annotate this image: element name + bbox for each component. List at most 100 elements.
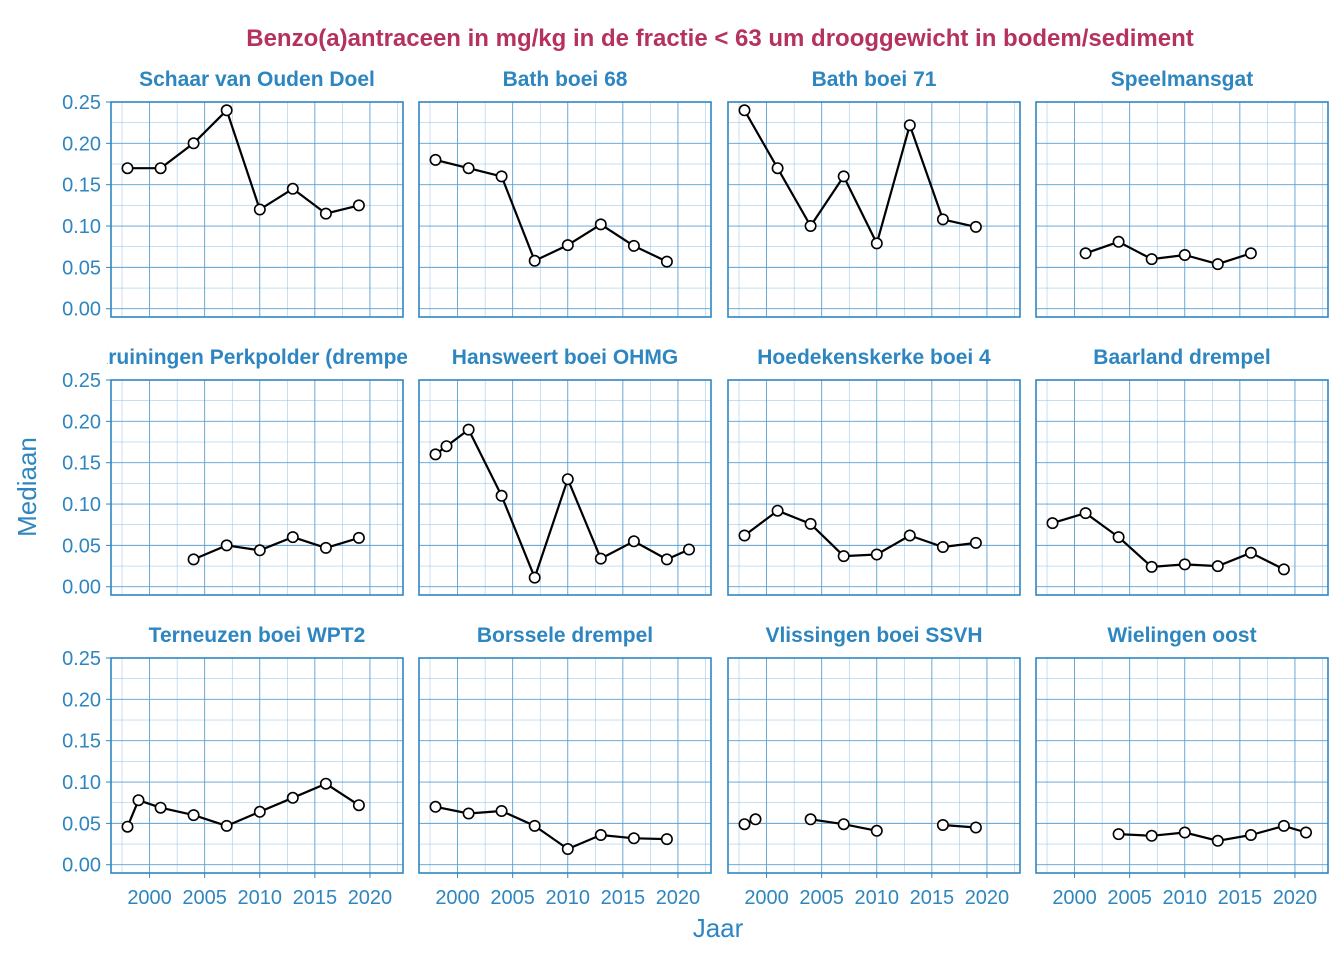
panel-title: Bath boei 71	[812, 68, 937, 91]
y-tick-label: 0.05	[62, 257, 101, 279]
series-group	[1046, 507, 1290, 576]
data-point	[495, 489, 508, 502]
data-point	[771, 162, 784, 175]
x-tick-label: 2020	[965, 887, 1010, 909]
data-point	[594, 218, 607, 231]
data-point	[187, 553, 200, 566]
data-point	[870, 237, 883, 250]
y-tick-label: 0.15	[62, 175, 101, 197]
data-point	[220, 819, 233, 832]
y-tick-label: 0.25	[62, 648, 101, 670]
data-point	[969, 821, 982, 834]
series-group	[121, 777, 365, 833]
y-tick-label: 0.15	[62, 453, 101, 475]
data-point	[749, 813, 762, 826]
data-point	[627, 535, 640, 548]
panel-title: Kruiningen Perkpolder (drempel)	[93, 346, 421, 369]
data-point	[1244, 247, 1257, 260]
data-point	[286, 531, 299, 544]
panel-frame	[1035, 657, 1329, 874]
data-point	[495, 170, 508, 183]
series-group	[429, 800, 673, 855]
data-point	[1079, 507, 1092, 520]
series-group	[429, 153, 673, 268]
data-point	[1211, 834, 1224, 847]
data-point	[936, 540, 949, 553]
data-point	[1211, 560, 1224, 573]
data-point	[429, 448, 442, 461]
series-group	[738, 504, 982, 563]
y-tick-label: 0.25	[62, 370, 101, 392]
x-tick-label: 2010	[855, 887, 900, 909]
data-point	[352, 799, 365, 812]
data-point	[1046, 517, 1059, 530]
data-point	[594, 552, 607, 565]
data-point	[738, 529, 751, 542]
panel-frame	[418, 379, 712, 596]
x-tick-label: 2000	[435, 887, 480, 909]
series-group	[738, 813, 982, 837]
data-point	[1277, 819, 1290, 832]
data-point	[462, 423, 475, 436]
data-point	[440, 440, 453, 453]
y-tick-label: 0.20	[62, 411, 101, 433]
data-point	[319, 541, 332, 554]
data-point	[594, 828, 607, 841]
series-group	[121, 104, 365, 220]
panel-frame	[727, 379, 1021, 596]
x-tick-label: 2020	[1273, 887, 1318, 909]
panel-frame	[418, 101, 712, 318]
y-tick-label: 0.20	[62, 133, 101, 155]
data-point	[462, 162, 475, 175]
data-point	[660, 833, 673, 846]
data-point	[903, 119, 916, 132]
panel-title: Baarland drempel	[1093, 346, 1270, 369]
panel-2: Bath boei 68	[418, 68, 712, 318]
series-line	[1052, 512, 1285, 571]
data-point	[319, 777, 332, 790]
x-axis-label: Jaar	[693, 913, 744, 943]
data-point	[462, 807, 475, 820]
data-point	[286, 791, 299, 804]
data-point	[220, 539, 233, 552]
series-group	[738, 104, 982, 250]
data-point	[1277, 563, 1290, 576]
panel-title: Borssele drempel	[477, 624, 653, 647]
panel-4: Speelmansgat	[1035, 68, 1329, 318]
panel-frame	[418, 657, 712, 874]
panel-5: Kruiningen Perkpolder (drempel) 0.00 0.05 0…	[62, 346, 421, 599]
y-tick-label: 0.00	[62, 299, 101, 321]
data-point	[1112, 828, 1125, 841]
data-point	[1145, 253, 1158, 266]
data-point	[804, 813, 817, 826]
data-point	[1112, 531, 1125, 544]
data-point	[253, 544, 266, 557]
data-point	[528, 254, 541, 267]
data-point	[1178, 826, 1191, 839]
series-group	[187, 531, 365, 566]
series-line	[1085, 240, 1252, 266]
data-point	[804, 517, 817, 530]
data-point	[1300, 826, 1313, 839]
data-point	[837, 170, 850, 183]
data-point	[627, 832, 640, 845]
x-tick-label: 2005	[1107, 887, 1152, 909]
data-point	[187, 809, 200, 822]
panel-9: Terneuzen boei WPT2 0.00 0.05 0.10 0.15 0.20 0…	[62, 624, 404, 909]
panel-3: Bath boei 71	[727, 68, 1021, 318]
data-point	[870, 548, 883, 561]
panel-frame	[110, 101, 404, 318]
series-line	[193, 536, 360, 561]
data-point	[561, 239, 574, 252]
panel-6: Hansweert boei OHMG	[418, 346, 712, 596]
panel-title: Wielingen oost	[1107, 624, 1256, 647]
series-group	[1112, 819, 1313, 847]
data-point	[771, 504, 784, 517]
x-tick-label: 2015	[1218, 887, 1263, 909]
data-point	[1145, 560, 1158, 573]
panel-1: Schaar van Ouden Doel 0.00 0.05 0.10 0.15 0.2…	[62, 68, 404, 321]
data-point	[936, 213, 949, 226]
data-point	[121, 162, 134, 175]
data-point	[1211, 258, 1224, 271]
x-tick-label: 2020	[348, 887, 393, 909]
